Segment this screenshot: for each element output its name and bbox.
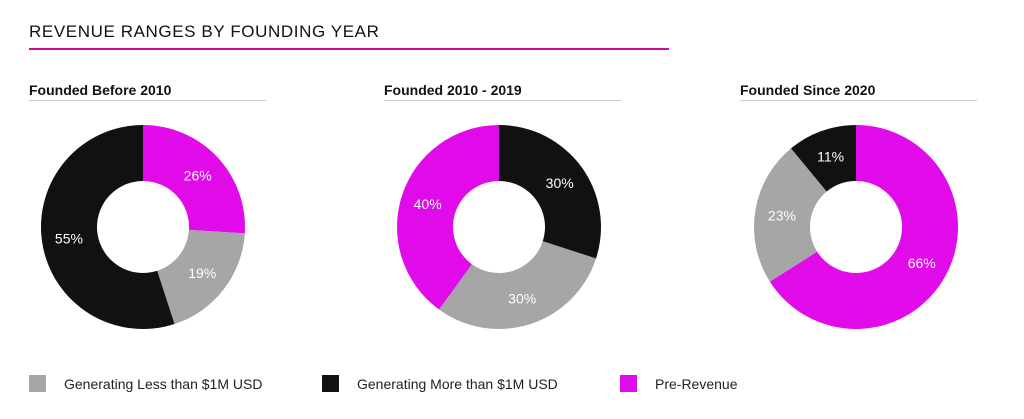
- legend-label: Generating More than $1M USD: [357, 375, 558, 392]
- donut-slice-pre-revenue: [143, 125, 245, 234]
- donut-chart-before-2010: 26% 19% 55%: [33, 117, 253, 337]
- chart-divider: [29, 100, 266, 101]
- slice-data-label: 40%: [414, 196, 442, 212]
- chart-divider: [740, 100, 977, 101]
- donut-slice-generating-more-than-1m-usd: [41, 125, 175, 329]
- slice-data-label: 19%: [188, 265, 216, 281]
- legend-swatch-gray: [29, 375, 46, 392]
- chart-title-since-2020: Founded Since 2020: [740, 82, 876, 98]
- donut-chart-2010-2019: 30% 30% 40%: [389, 117, 609, 337]
- slice-data-label: 30%: [508, 290, 536, 306]
- legend-item-more-than-1m: Generating More than $1M USD: [322, 375, 558, 392]
- legend-item-less-than-1m: Generating Less than $1M USD: [29, 375, 262, 392]
- donut-slice-generating-less-than-1m-usd: [754, 148, 827, 282]
- donut-slice-generating-more-than-1m-usd: [499, 125, 601, 259]
- donut-slice-generating-less-than-1m-usd: [439, 241, 597, 329]
- legend-swatch-magenta: [620, 375, 637, 392]
- donut-svg: 66% 23% 11%: [754, 125, 958, 329]
- chart-title-2010-2019: Founded 2010 - 2019: [384, 82, 522, 98]
- donut-slice-pre-revenue: [769, 125, 958, 329]
- chart-divider: [384, 100, 621, 101]
- donut-slice-generating-more-than-1m-usd: [790, 125, 856, 192]
- slice-data-label: 66%: [908, 255, 936, 271]
- chart-title-before-2010: Founded Before 2010: [29, 82, 172, 98]
- legend-swatch-black: [322, 375, 339, 392]
- donut-chart-since-2020: 66% 23% 11%: [746, 117, 966, 337]
- slice-data-label: 26%: [184, 168, 212, 184]
- donut-slice-generating-less-than-1m-usd: [157, 229, 245, 325]
- slice-data-label: 30%: [546, 175, 574, 191]
- legend: Generating Less than $1M USD Generating …: [29, 375, 989, 397]
- slice-data-label: 55%: [55, 231, 83, 247]
- slice-data-label: 11%: [817, 148, 844, 164]
- title-underline: [29, 48, 669, 50]
- page-title: REVENUE RANGES BY FOUNDING YEAR: [29, 22, 380, 41]
- legend-label: Generating Less than $1M USD: [64, 375, 263, 392]
- donut-svg: 30% 30% 40%: [397, 125, 601, 329]
- legend-label: Pre-Revenue: [655, 375, 738, 392]
- slice-data-label: 23%: [768, 207, 796, 223]
- legend-item-pre-revenue: Pre-Revenue: [620, 375, 738, 392]
- donut-slice-pre-revenue: [397, 125, 499, 310]
- donut-svg: 26% 19% 55%: [41, 125, 245, 329]
